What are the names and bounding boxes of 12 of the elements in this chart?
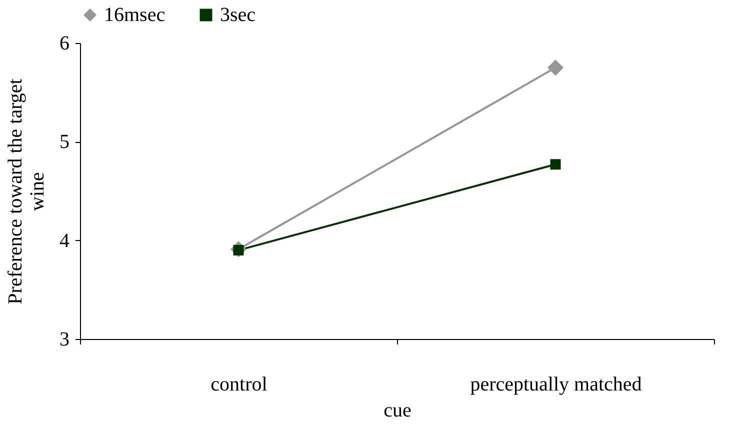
y-tick-label: 5 bbox=[60, 131, 70, 154]
y-tick-label: 3 bbox=[60, 328, 70, 350]
x-axis-title: cue bbox=[384, 400, 412, 422]
y-axis-title: Preference toward the target wine bbox=[4, 78, 48, 304]
legend-label: 16msec bbox=[104, 4, 166, 26]
x-tick-label: perceptually matched bbox=[470, 374, 642, 396]
point bbox=[547, 60, 564, 76]
x-tick-label: control bbox=[210, 374, 268, 396]
legend-label: 3sec bbox=[220, 4, 256, 26]
y-tick-label: 4 bbox=[60, 230, 70, 252]
point bbox=[550, 159, 561, 170]
y-tick-label: 6 bbox=[60, 32, 70, 54]
